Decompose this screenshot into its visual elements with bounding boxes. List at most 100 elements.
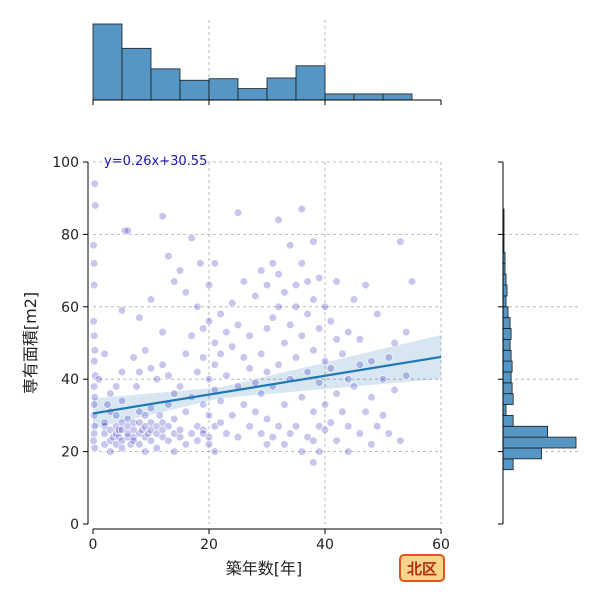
scatter-point [146, 418, 156, 427]
scatter-point [90, 429, 99, 438]
scatter-point [257, 429, 266, 438]
scatter-point [239, 277, 248, 286]
scatter-point [141, 422, 150, 431]
scatter-point [204, 440, 214, 449]
scatter-point [106, 425, 115, 434]
right-hist-bar [502, 414, 514, 427]
scatter-point [384, 353, 393, 362]
scatter-point [204, 411, 214, 420]
scatter-point [181, 440, 190, 449]
scatter-point [320, 302, 330, 311]
scatter-point [123, 414, 132, 424]
main-grid [93, 161, 442, 524]
scatter-point [210, 259, 219, 268]
scatter-point [152, 429, 161, 438]
scatter-point [309, 458, 318, 467]
top-hist-bar [208, 78, 239, 101]
scatter-point [94, 375, 103, 384]
scatter-point [129, 436, 138, 445]
scatter-point [158, 360, 167, 369]
scatter-point [123, 226, 132, 235]
scatter-point [135, 367, 144, 377]
scatter-point [396, 436, 405, 445]
scatter-point [114, 425, 124, 434]
scatter-point [280, 400, 289, 409]
scatter-point [129, 418, 138, 427]
scatter-point [90, 422, 99, 431]
scatter-point [338, 349, 347, 358]
right-hist-bar [502, 393, 514, 405]
scatter-point [222, 429, 231, 438]
district-badge [399, 554, 445, 582]
scatter-point [164, 371, 173, 380]
scatter-point [257, 389, 266, 398]
top-hist-bar [121, 47, 152, 101]
scatter-point [257, 349, 266, 358]
scatter-point [326, 418, 335, 427]
scatter-point [216, 309, 225, 319]
regression-line-group [92, 355, 442, 415]
scatter-point [175, 382, 185, 391]
scatter-point [228, 299, 237, 308]
top-hist-bar [295, 65, 326, 101]
scatter-point [291, 302, 301, 311]
scatter-point [286, 320, 295, 330]
scatter-point [233, 320, 243, 330]
scatter-point [245, 422, 254, 431]
scatter-point [146, 425, 156, 434]
scatter-point [309, 295, 318, 304]
ci-band-area [93, 334, 441, 429]
scatter-point [251, 407, 260, 416]
scatter-point [196, 259, 205, 268]
regression-line [92, 355, 442, 415]
scatter-point [90, 443, 99, 453]
scatter-point [164, 436, 173, 445]
scatter-point [158, 418, 167, 427]
scatter-point [344, 447, 353, 456]
scatter-point [216, 349, 225, 358]
scatter-point [175, 425, 185, 434]
scatter-point [170, 429, 179, 438]
scatter-point [216, 418, 225, 427]
scatter-point [222, 328, 231, 337]
scatter-point [152, 443, 161, 453]
top-hist-bar [382, 93, 413, 101]
scatter-point [90, 382, 99, 391]
scatter-point [262, 324, 272, 333]
scatter-point [332, 277, 341, 286]
scatter-point [262, 367, 272, 377]
scatter-point [204, 280, 214, 290]
scatter-point [344, 375, 353, 384]
right-hist-bar [502, 338, 511, 351]
right-hist-bar [502, 447, 542, 460]
scatter-point [123, 422, 132, 431]
scatter-point [175, 433, 185, 442]
scatter-point [274, 215, 283, 225]
scatter-point [228, 411, 237, 420]
top-hist-bar [150, 68, 181, 101]
scatter-point [193, 302, 202, 311]
scatter-point [274, 270, 283, 279]
scatter-point [100, 440, 109, 449]
scatter-point [280, 288, 289, 297]
x-tick-label: 40 [316, 537, 334, 553]
scatter-point [332, 335, 341, 344]
scatter-point [349, 295, 359, 304]
scatter-point [262, 414, 272, 424]
regression-ci-band [93, 334, 441, 429]
scatter-point [91, 201, 100, 210]
scatter-point [210, 338, 219, 348]
scatter-point [373, 309, 382, 319]
y-tick-label: 20 [61, 445, 79, 461]
scatter-point [274, 302, 283, 311]
scatter-point [90, 393, 99, 402]
scatter-point [89, 317, 98, 326]
scatter-point [367, 393, 376, 402]
scatter-point [373, 422, 382, 431]
scatter-point [123, 429, 132, 438]
scatter-point [378, 375, 388, 384]
scatter-point [268, 259, 277, 268]
scatter-point [268, 313, 277, 322]
